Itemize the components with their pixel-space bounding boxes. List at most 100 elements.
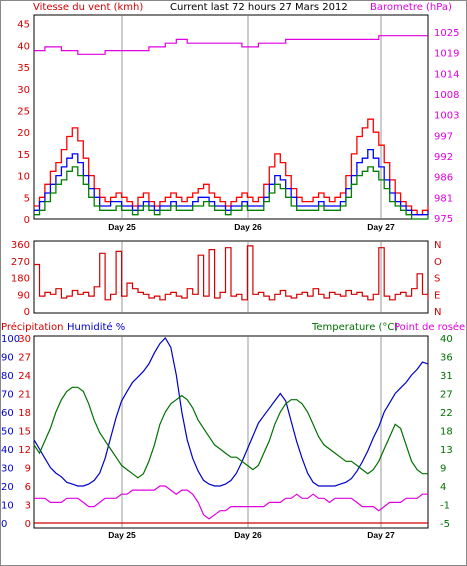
temp-y-tick: 4 <box>440 482 446 493</box>
direction-line <box>34 245 429 301</box>
temp-y-tick: 27 <box>440 390 453 401</box>
temp-day-labels: Day 25 Day 26 Day 27 <box>108 530 395 540</box>
wind-y-tick: 15 <box>17 150 30 161</box>
temp-grid <box>121 337 382 527</box>
wind-title: Vitesse du vent (kmh) <box>33 2 143 13</box>
dewpoint-line <box>34 485 428 520</box>
wind-plot-frame <box>33 14 429 220</box>
wind-y-tick: 45 <box>17 20 30 31</box>
baro-title: Barometre (hPa) <box>370 2 452 13</box>
direction-y-ticks: 360 270 180 90 0 <box>11 240 30 318</box>
temp-y-tick: 31 <box>440 371 453 382</box>
direction-series <box>34 245 429 301</box>
wind-day-label: Day 27 <box>367 222 395 232</box>
wind-y-tick: 20 <box>17 128 30 139</box>
temp-plot-frame <box>33 335 429 529</box>
direction-y-tick: 90 <box>17 290 30 301</box>
baro-y-tick: 997 <box>434 131 453 142</box>
compass-tick: S <box>434 274 440 285</box>
humidity-y-tick: 60 <box>1 408 14 419</box>
wind-grid <box>121 16 382 218</box>
precip-y-tick: 6 <box>25 482 31 493</box>
center-title: Current last 72 hours 27 Mars 2012 <box>170 2 348 13</box>
baro-y-tick: 1025 <box>434 28 459 39</box>
humidity-y-tick: 10 <box>1 501 14 512</box>
precip-y-tick: 9 <box>25 464 31 475</box>
precip-y-tick: 30 <box>18 334 31 345</box>
humidity-y-tick: 20 <box>1 482 14 493</box>
temp-y-tick: 36 <box>440 353 453 364</box>
wind-y-tick: 40 <box>17 41 30 52</box>
wind-y-tick: 25 <box>17 106 30 117</box>
precip-y-tick: 21 <box>18 390 31 401</box>
compass-tick: N <box>434 307 441 318</box>
baro-y-tick: 1008 <box>434 90 459 101</box>
humidity-y-tick: 100 <box>1 334 20 345</box>
temperature-line <box>33 386 428 479</box>
wind-y-tick: 10 <box>17 172 30 183</box>
compass-tick: N <box>434 240 441 251</box>
precip-y-tick: 24 <box>18 371 31 382</box>
wind-day-label: Day 25 <box>108 222 136 232</box>
direction-plot-frame <box>33 240 429 314</box>
direction-y-tick: 360 <box>11 240 30 251</box>
humidity-y-tick: 50 <box>1 427 14 438</box>
baro-y-tick: 986 <box>434 173 453 184</box>
precip-title: Précipitation <box>1 321 64 333</box>
wind-day-label: Day 26 <box>234 222 262 232</box>
wind-y-tick: 35 <box>17 63 30 74</box>
temp-day-label: Day 27 <box>367 530 395 540</box>
precip-y-tick: 3 <box>25 501 31 512</box>
compass-tick: E <box>434 290 440 301</box>
wind-series <box>34 35 429 220</box>
temp-y-tick: 22 <box>440 408 453 419</box>
baro-y-tick: 1019 <box>434 49 459 60</box>
humidity-y-tick: 80 <box>1 371 14 382</box>
wind-y-tick: 30 <box>17 85 30 96</box>
baro-y-tick: 1003 <box>434 111 459 122</box>
precip-y-tick: 0 <box>25 519 31 530</box>
humidity-title: Humidité % <box>67 321 125 333</box>
baro-line <box>34 35 428 55</box>
temp-y-ticks: -5 -1 4 9 13 18 22 27 31 36 40 <box>440 334 453 530</box>
dew-title: Point de rosée <box>394 321 465 333</box>
baro-y-tick: 992 <box>434 152 453 163</box>
temp-y-tick: 18 <box>440 427 453 438</box>
temp-day-label: Day 25 <box>108 530 136 540</box>
precip-y-tick: 15 <box>18 427 31 438</box>
wind-y-tick: 0 <box>24 215 30 226</box>
baro-y-tick: 1014 <box>434 69 459 80</box>
humidity-y-tick: 90 <box>1 353 14 364</box>
wind-y-tick: 5 <box>24 193 30 204</box>
humidity-line <box>33 337 429 487</box>
humidity-y-tick: 70 <box>1 390 14 401</box>
direction-y-tick: 270 <box>11 257 30 268</box>
temp-y-tick: 13 <box>440 445 453 456</box>
precip-y-tick: 12 <box>18 445 31 456</box>
wind-gust-line <box>34 118 429 216</box>
baro-y-tick: 981 <box>434 193 453 204</box>
humidity-y-ticks: 0 10 20 30 40 50 60 70 80 90 100 <box>1 334 20 530</box>
baro-y-ticks: 975 981 986 992 997 1003 1008 1014 1019 1025 <box>434 28 459 225</box>
temp-humidity-panel: Précipitation Humidité % Temperature (°C… <box>1 321 465 540</box>
direction-y-tick: 0 <box>24 307 30 318</box>
humidity-y-tick: 40 <box>1 445 14 456</box>
precip-y-tick: 27 <box>18 353 31 364</box>
wind-y-ticks: 0 5 10 15 20 25 30 35 40 45 <box>17 20 30 226</box>
baro-y-tick: 975 <box>434 214 453 225</box>
wind-day-labels: Day 25 Day 26 Day 27 <box>108 222 395 232</box>
temp-title: Temperature (°C) <box>311 322 398 333</box>
temp-y-tick: 9 <box>440 464 446 475</box>
temp-y-tick: -1 <box>440 501 450 512</box>
temp-y-tick: 40 <box>440 334 453 345</box>
temp-day-label: Day 26 <box>234 530 262 540</box>
temp-y-tick: -5 <box>440 519 450 530</box>
humidity-y-tick: 30 <box>1 464 14 475</box>
wind-barometer-panel: Vitesse du vent (kmh) Current last 72 ho… <box>17 2 459 232</box>
humidity-y-tick: 0 <box>1 519 7 530</box>
precip-y-ticks: 0 3 6 9 12 15 18 21 24 27 30 <box>18 334 31 530</box>
